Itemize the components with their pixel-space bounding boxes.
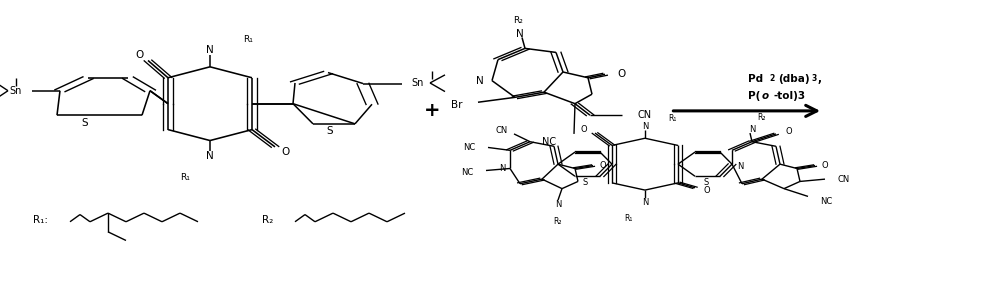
- Text: R₁: R₁: [668, 113, 676, 123]
- Text: N: N: [555, 200, 561, 209]
- Text: R₂: R₂: [554, 217, 562, 226]
- Text: S: S: [327, 126, 333, 136]
- Text: N: N: [206, 151, 214, 161]
- Text: Sn: Sn: [10, 86, 22, 96]
- Text: S: S: [703, 177, 709, 187]
- Text: S: S: [582, 177, 588, 187]
- Text: S: S: [82, 118, 88, 128]
- Text: N: N: [737, 162, 743, 171]
- Text: N: N: [476, 76, 484, 86]
- Text: 2: 2: [769, 74, 774, 83]
- Text: 3: 3: [812, 74, 817, 83]
- Text: O: O: [600, 161, 607, 170]
- Text: O: O: [580, 125, 587, 134]
- Text: Pd: Pd: [748, 74, 763, 84]
- Text: CN: CN: [638, 110, 652, 120]
- Text: (dba): (dba): [778, 74, 810, 84]
- Text: NC: NC: [463, 143, 475, 152]
- Text: N: N: [499, 164, 505, 173]
- Text: N: N: [642, 198, 648, 207]
- Text: NC: NC: [461, 168, 473, 177]
- Text: o: o: [762, 92, 769, 101]
- Text: ,: ,: [818, 74, 822, 84]
- Text: R₁: R₁: [180, 173, 190, 183]
- Text: R₂: R₂: [758, 113, 766, 122]
- Text: NC: NC: [542, 137, 556, 147]
- Text: N: N: [206, 46, 214, 55]
- Text: CN: CN: [496, 126, 508, 135]
- Text: N: N: [749, 125, 755, 134]
- Text: +: +: [424, 101, 440, 120]
- Text: R₂: R₂: [262, 215, 273, 225]
- Text: O: O: [786, 127, 793, 137]
- Text: O: O: [822, 161, 829, 170]
- Text: R₁:: R₁:: [33, 215, 48, 225]
- Text: Sn: Sn: [412, 78, 424, 88]
- Text: -tol)3: -tol)3: [773, 92, 805, 101]
- Text: O: O: [703, 186, 710, 195]
- Text: R₁: R₁: [243, 35, 253, 44]
- Text: O: O: [617, 69, 625, 79]
- Text: CN: CN: [838, 175, 850, 185]
- Text: O: O: [281, 147, 289, 157]
- Text: Br: Br: [452, 100, 463, 110]
- Text: P(: P(: [748, 92, 760, 101]
- Text: O: O: [136, 50, 144, 60]
- Text: R₂: R₂: [513, 16, 523, 25]
- Text: R₁: R₁: [624, 214, 632, 223]
- Text: NC: NC: [820, 196, 832, 206]
- Text: N: N: [516, 29, 524, 39]
- Text: N: N: [642, 122, 648, 131]
